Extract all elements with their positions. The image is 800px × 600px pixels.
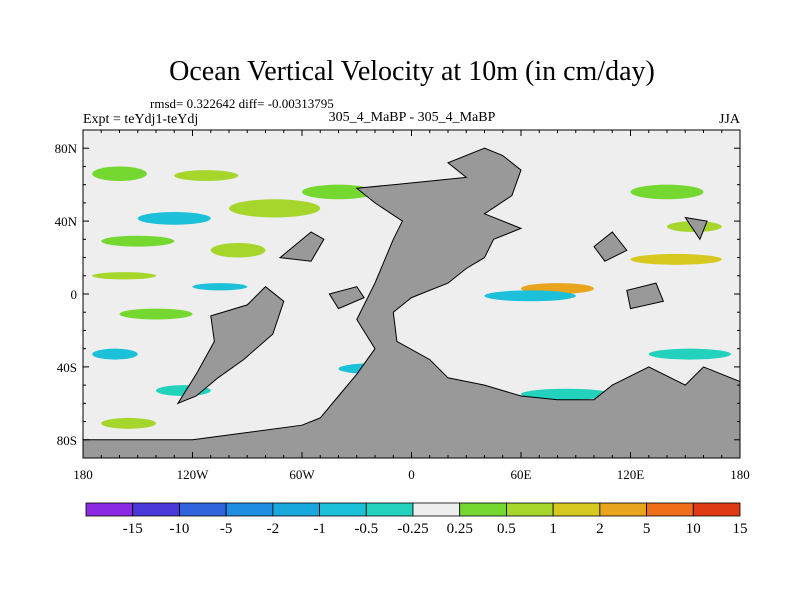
colorbar-swatch xyxy=(319,502,367,517)
land-mass xyxy=(278,231,325,262)
colorbar-swatch xyxy=(179,502,227,517)
colorbar-swatch xyxy=(132,502,180,517)
colorbar-label: 15 xyxy=(733,521,748,537)
colorbar-label: -0.25 xyxy=(397,521,428,537)
colorbar-label: 2 xyxy=(596,521,604,537)
anomaly-band xyxy=(92,166,147,182)
y-tick-label: 80N xyxy=(55,141,78,156)
anomaly-band xyxy=(192,283,248,291)
anomaly-band xyxy=(92,272,156,280)
chart-title: Ocean Vertical Velocity at 10m (in cm/da… xyxy=(169,56,655,87)
colorbar-label: -2 xyxy=(267,521,280,537)
land-mass xyxy=(328,286,365,310)
anomaly-band xyxy=(648,348,731,360)
colorbar-label: 0.25 xyxy=(447,521,473,537)
x-tick-label: 0 xyxy=(408,467,415,482)
colorbar-label: 5 xyxy=(643,521,651,537)
anomaly-band xyxy=(92,348,138,360)
colorbar-swatch xyxy=(506,502,554,517)
colorbar-swatch xyxy=(365,502,414,517)
colorbar-label: 1 xyxy=(549,521,557,537)
anomaly-band xyxy=(229,199,321,218)
anomaly-band xyxy=(137,212,211,225)
colorbar-label: 10 xyxy=(686,521,701,537)
colorbar-swatch xyxy=(459,502,507,517)
colorbar-label: -0.5 xyxy=(354,521,378,537)
colorbar-label: -1 xyxy=(313,521,326,537)
colorbar-swatch xyxy=(85,502,134,517)
land-mass xyxy=(593,231,628,262)
colorbar-label: -5 xyxy=(220,521,233,537)
y-tick-label: 40N xyxy=(55,214,78,229)
colorbar-label: -15 xyxy=(123,521,143,537)
anomaly-band xyxy=(210,242,266,258)
x-tick-label: 60E xyxy=(511,467,532,482)
land-mass xyxy=(626,282,665,310)
stats-label: rmsd= 0.322642 diff= -0.00313795 xyxy=(150,96,334,111)
colorbar-swatch xyxy=(552,502,601,517)
land-mass xyxy=(83,147,740,458)
x-tick-label: 180 xyxy=(730,467,750,482)
land-mass xyxy=(176,286,285,405)
x-axis: 180 120W 60W 0 60E 120E 180 xyxy=(73,130,750,482)
experiment-label: Expt = teYdj1-teYdj xyxy=(83,112,198,127)
anomaly-band xyxy=(101,235,175,247)
x-tick-label: 60W xyxy=(289,467,315,482)
x-tick-label: 180 xyxy=(73,467,93,482)
colorbar-label: -10 xyxy=(169,521,189,537)
y-tick-label: 0 xyxy=(71,287,78,302)
anomaly-band xyxy=(119,308,193,320)
x-tick-label: 120W xyxy=(177,467,210,482)
y-tick-label: 40S xyxy=(57,360,77,375)
season-label: JJA xyxy=(719,112,741,127)
colorbar-swatch xyxy=(692,502,741,517)
anomaly-band xyxy=(101,417,156,429)
colorbar-swatch xyxy=(646,502,694,517)
colorbar-swatch xyxy=(599,502,647,517)
anomaly-band xyxy=(630,184,704,200)
subtitle-label: 305_4_MaBP - 305_4_MaBP xyxy=(329,110,496,125)
anomaly-band xyxy=(521,388,613,400)
colorbar-swatch xyxy=(225,502,274,517)
colorbar-label: 0.5 xyxy=(497,521,516,537)
land-layer xyxy=(83,147,740,458)
x-tick-label: 120E xyxy=(617,467,645,482)
y-axis: 80N 40N 0 40S 80S xyxy=(55,141,740,448)
colorbar-swatch xyxy=(412,502,461,517)
anomaly-band xyxy=(630,253,722,265)
anomaly-band xyxy=(484,290,576,302)
colorbar: -15 -10 -5 -2 -1 -0.5 -0.25 0.25 0.5 1 2 5 10 15 xyxy=(85,502,748,537)
y-tick-label: 80S xyxy=(57,433,77,448)
anomaly-band xyxy=(174,170,239,182)
land-mass xyxy=(684,216,708,241)
colorbar-swatch xyxy=(272,502,320,517)
